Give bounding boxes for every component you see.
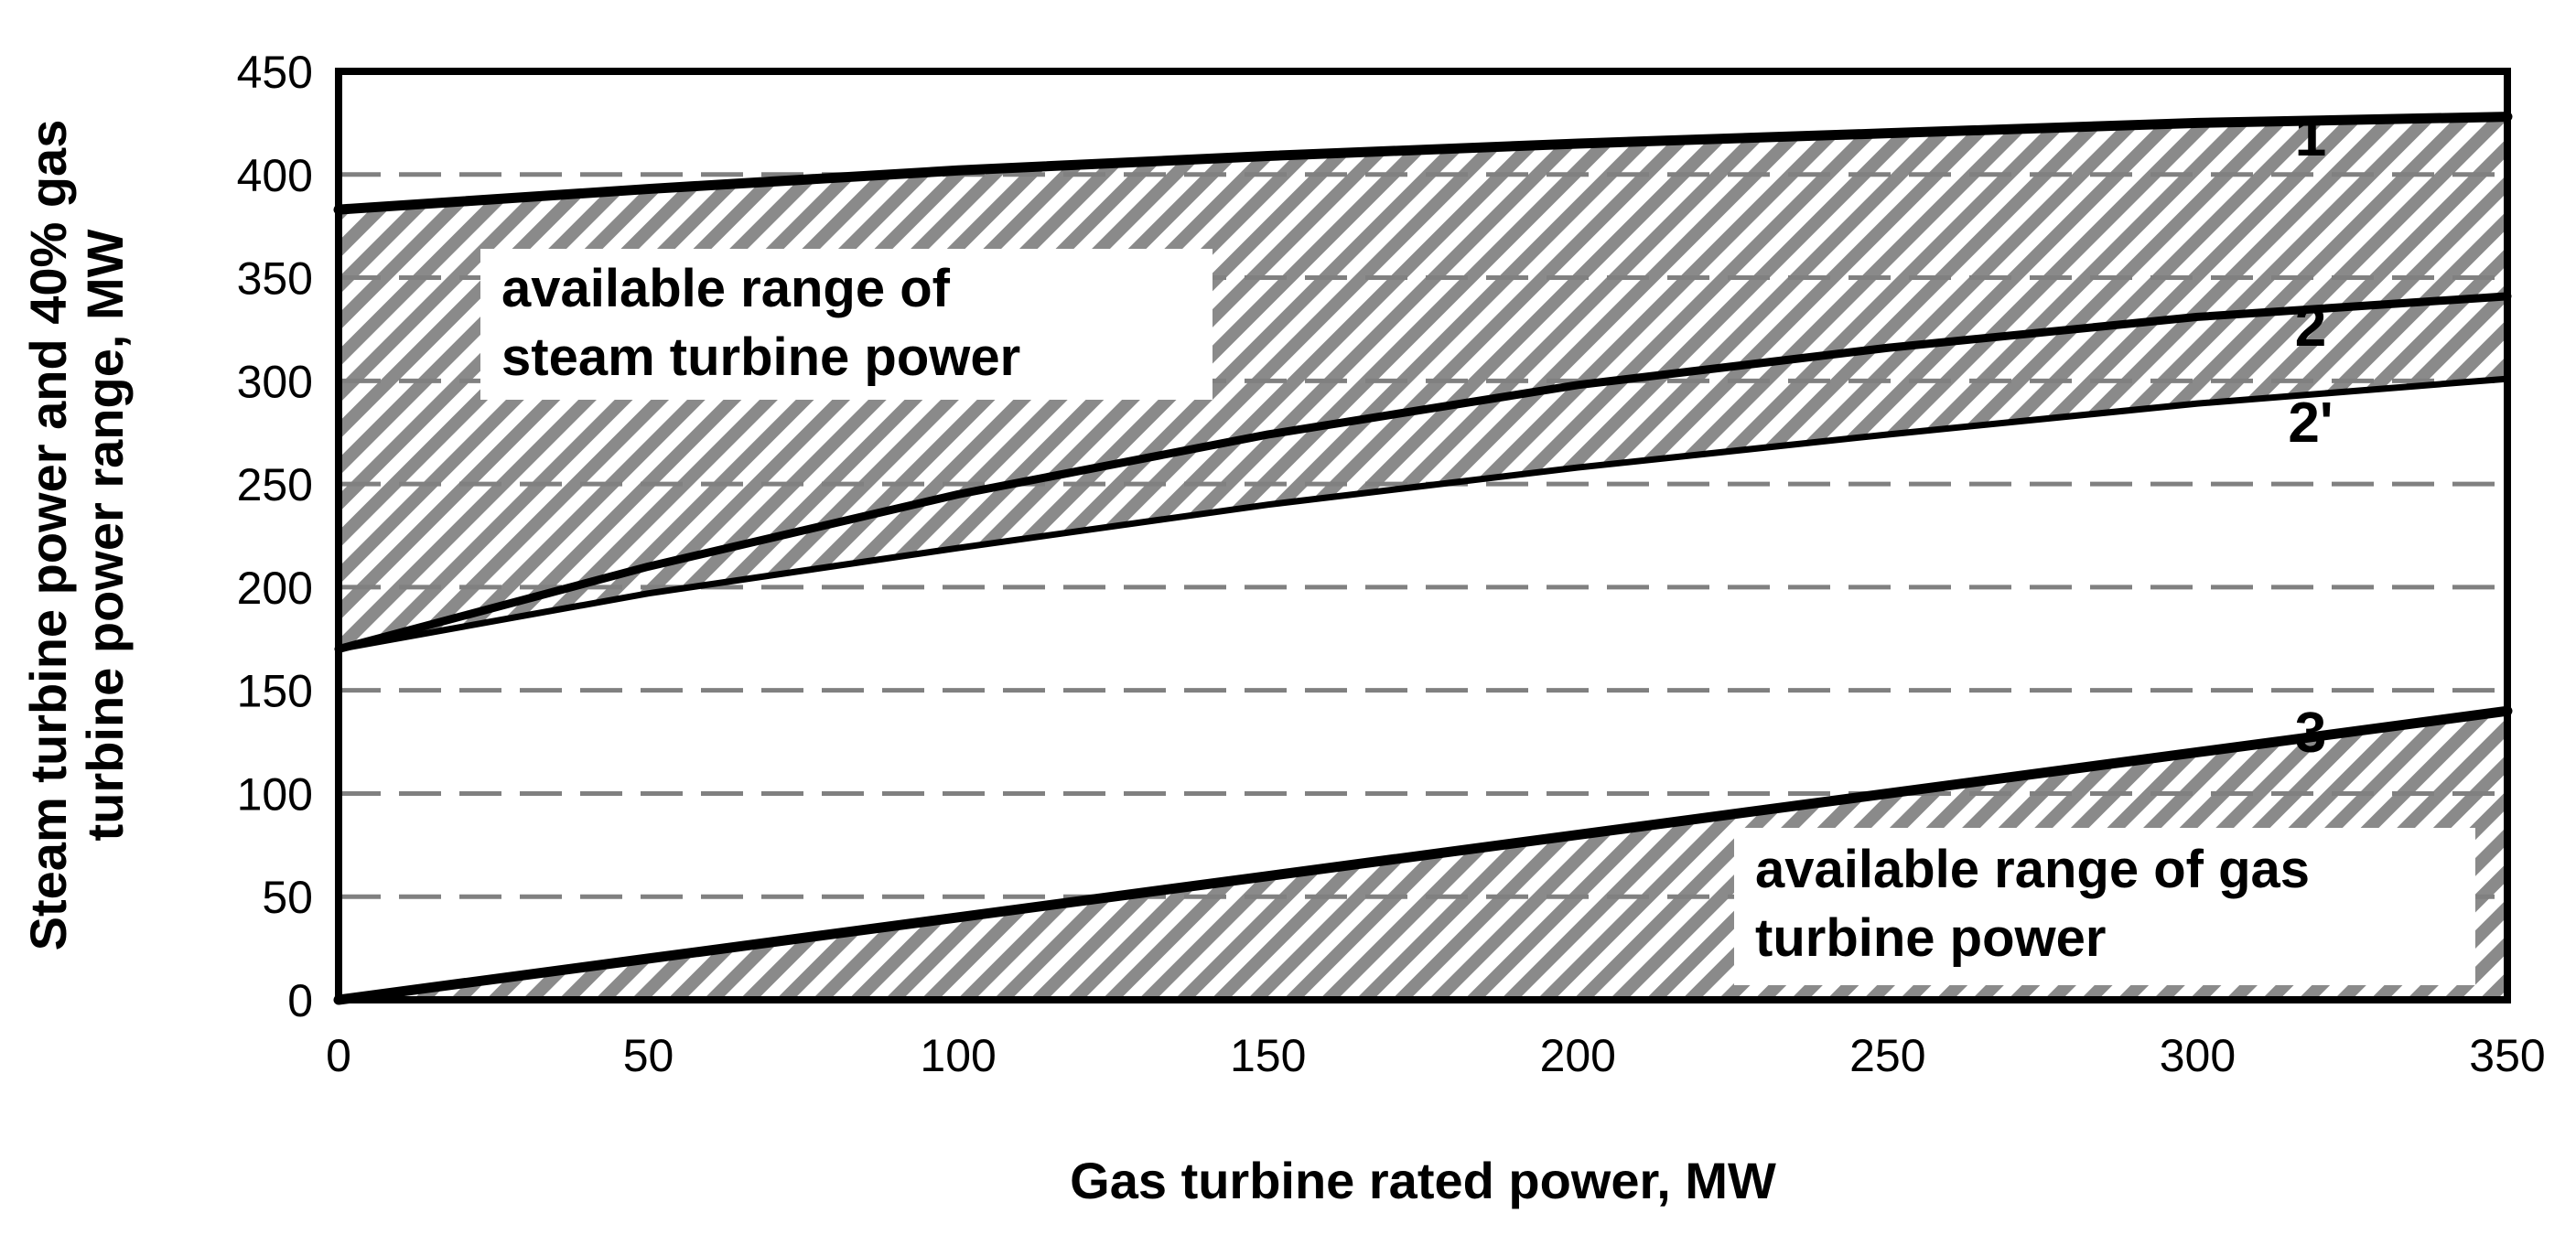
y-tick-label: 250 <box>237 459 313 510</box>
steam-range-annotation: available range of steam turbine power <box>480 249 1213 400</box>
y-axis-title-line: Steam turbine power and 40% gas <box>19 120 77 951</box>
y-tick-labels: 0 50 100 150 200 250 300 350 400 450 <box>237 47 313 1026</box>
series-line-4 <box>333 705 2513 1005</box>
x-tick-label: 350 <box>2469 1030 2545 1081</box>
x-tick-label: 250 <box>1849 1030 1925 1081</box>
x-tick-label: 0 <box>326 1030 351 1081</box>
series-label-1: 1 <box>2295 105 2326 168</box>
gas-range-annotation: available range of gas turbine power <box>1734 828 2475 985</box>
series-label-2-prime: 2' <box>2288 392 2333 455</box>
plot-frame <box>335 68 2511 1003</box>
y-tick-label: 350 <box>237 253 313 305</box>
y-tick-label: 200 <box>237 563 313 614</box>
series-labels: 1 2 2' 3 <box>2288 105 2333 765</box>
y-axis-title: Steam turbine power and 40% gas turbine … <box>19 120 134 951</box>
x-axis-title: Gas turbine rated power, MW <box>1070 1152 1776 1209</box>
x-tick-label: 150 <box>1230 1030 1306 1081</box>
annotation-line: available range of <box>501 259 951 318</box>
x-tick-labels: 0 50 100 150 200 250 300 350 <box>326 1030 2546 1081</box>
y-tick-label: 300 <box>237 356 313 407</box>
y-tick-label: 150 <box>237 666 313 717</box>
series-lines <box>333 112 2513 1005</box>
series-label-2: 2 <box>2295 295 2326 359</box>
x-tick-label: 50 <box>623 1030 674 1081</box>
annotation-line: turbine power <box>1755 908 2106 968</box>
plot-border <box>335 68 2511 1003</box>
y-axis-title-line: turbine power range, MW <box>76 229 134 841</box>
annotation-line: steam turbine power <box>501 327 1020 387</box>
y-tick-label: 50 <box>262 872 313 923</box>
y-tick-label: 400 <box>237 150 313 201</box>
series-line-3 <box>335 375 2511 653</box>
y-tick-label: 100 <box>237 768 313 820</box>
series-line-2 <box>334 292 2512 654</box>
annotation-line: available range of gas <box>1755 840 2310 899</box>
annotation-background <box>480 249 1213 400</box>
y-tick-label: 0 <box>287 975 313 1026</box>
x-tick-label: 100 <box>920 1030 996 1081</box>
series-label-3: 3 <box>2295 702 2326 765</box>
y-tick-label: 450 <box>237 47 313 98</box>
x-tick-label: 300 <box>2160 1030 2236 1081</box>
x-tick-label: 200 <box>1540 1030 1616 1081</box>
annotation-background <box>1734 828 2475 985</box>
series-line-1 <box>333 112 2513 215</box>
